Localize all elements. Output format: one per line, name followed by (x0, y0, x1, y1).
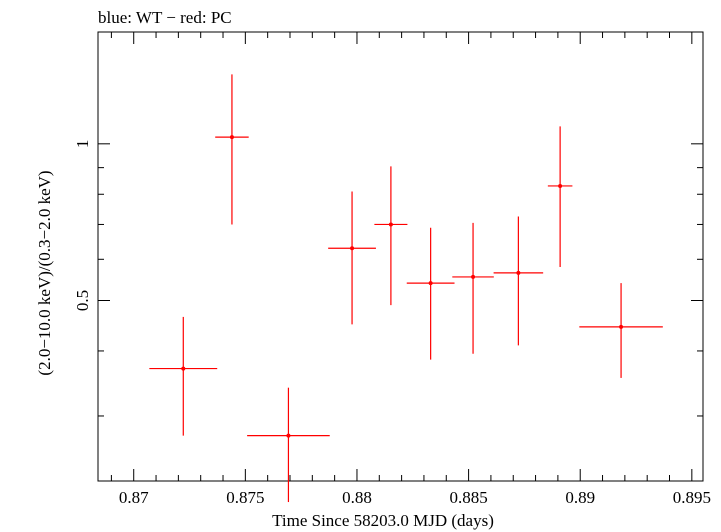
x-tick-label: 0.88 (342, 488, 372, 507)
data-marker (350, 246, 355, 251)
x-tick-label: 0.87 (119, 488, 149, 507)
data-point (149, 316, 218, 436)
data-point (452, 222, 494, 354)
data-marker (181, 366, 186, 371)
chart-title: blue: WT − red: PC (98, 8, 232, 27)
data-point (215, 74, 249, 225)
x-axis-label: Time Since 58203.0 MJD (days) (272, 511, 494, 530)
y-tick-label: 0.5 (73, 290, 92, 311)
data-point (579, 283, 663, 378)
data-marker (516, 270, 521, 275)
data-marker (619, 324, 624, 329)
x-axis-ticks: 0.87 0.875 0.88 0.885 0.89 0.895 (110, 32, 711, 507)
data-marker (428, 281, 433, 286)
y-axis-label: (2.0−10.0 keV)/(0.3−2.0 keV) (35, 170, 54, 375)
x-tick-label: 0.89 (565, 488, 595, 507)
y-axis-ticks: 0.51 (73, 140, 703, 417)
y-tick-label: 1 (73, 140, 92, 149)
data-point (493, 216, 544, 346)
data-marker (471, 274, 476, 279)
plot-frame (97, 31, 704, 482)
data-point (547, 126, 573, 267)
data-point (374, 166, 408, 306)
data-marker (229, 135, 234, 140)
data-point (247, 387, 330, 503)
data-point (406, 227, 455, 360)
data-marker (286, 433, 291, 438)
data-marker (388, 222, 393, 227)
data-series (149, 74, 663, 503)
x-tick-label: 0.895 (673, 488, 711, 507)
data-marker (558, 183, 563, 188)
data-point (328, 191, 376, 325)
x-tick-label: 0.885 (449, 488, 487, 507)
x-tick-label: 0.875 (226, 488, 264, 507)
